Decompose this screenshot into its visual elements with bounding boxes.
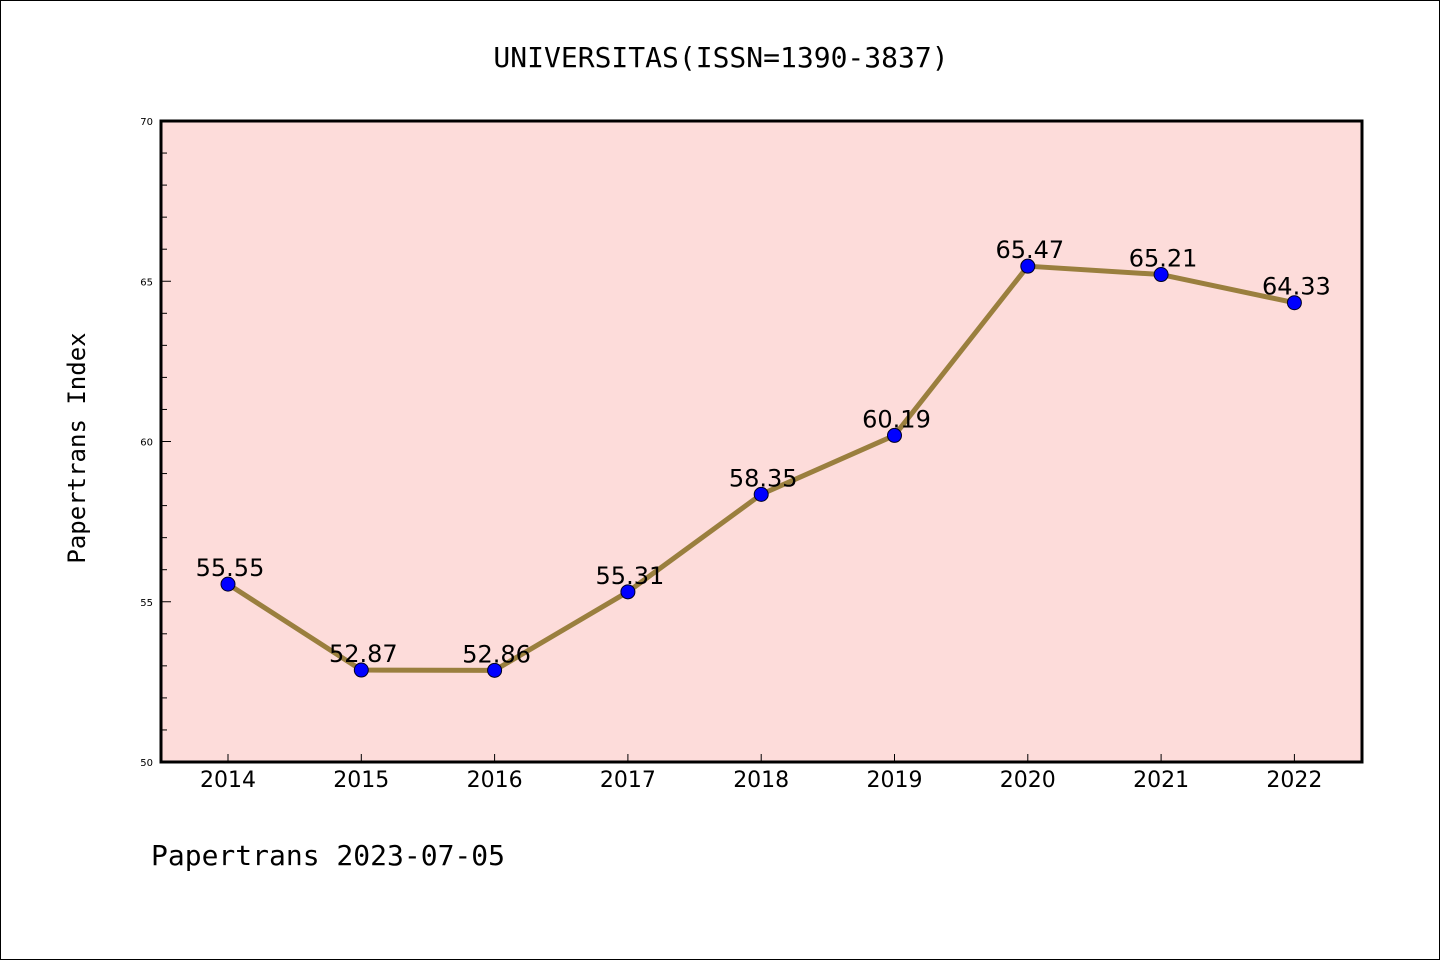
x-tick-label: 2022 [1266,768,1322,793]
data-label: 55.31 [596,562,665,590]
data-point [487,662,503,678]
data-point [1153,267,1169,283]
y-tick-label: 65 [140,277,153,288]
data-point [753,486,769,502]
x-tick-label: 2019 [867,768,923,793]
x-tick-label: 2015 [333,768,389,793]
y-tick-label: 60 [140,438,153,449]
plot-area [161,121,1362,762]
y-tick-label: 70 [140,117,153,128]
x-tick-label: 2016 [467,768,523,793]
data-label: 52.87 [329,640,398,668]
y-tick-label: 55 [140,598,153,609]
footer-text: Papertrans 2023-07-05 [151,839,505,872]
data-label: 65.21 [1129,245,1198,273]
data-point [620,584,636,600]
y-tick-label: 50 [140,758,153,769]
data-label: 52.86 [462,640,531,668]
x-tick-label: 2021 [1133,768,1189,793]
x-tick-label: 2014 [200,768,256,793]
data-point [887,427,902,443]
data-labels: 55.55 52.87 52.86 55.31 58.35 60.19 65.47 65.21… [196,236,1331,668]
data-label: 58.35 [729,464,798,492]
data-label: 60.19 [862,405,931,433]
x-tick-label: 2020 [1000,768,1056,793]
data-label: 64.33 [1262,273,1331,301]
data-point [1020,258,1036,274]
data-label: 55.55 [196,554,265,582]
plot-border [159,119,1364,764]
x-tick-label: 2017 [600,768,656,793]
series-markers [220,258,1302,678]
y-axis-label: Papertrans Index [63,332,91,563]
data-point [1286,295,1302,311]
chart-title: UNIVERSITAS(ISSN=1390-3837) [493,41,948,74]
x-axis: 2014 2015 2016 2017 2018 2019 2020 2021 2022 [200,754,1322,793]
data-label: 65.47 [995,236,1064,264]
x-tick-label: 2018 [733,768,789,793]
data-point [220,576,236,592]
data-point [353,662,369,678]
